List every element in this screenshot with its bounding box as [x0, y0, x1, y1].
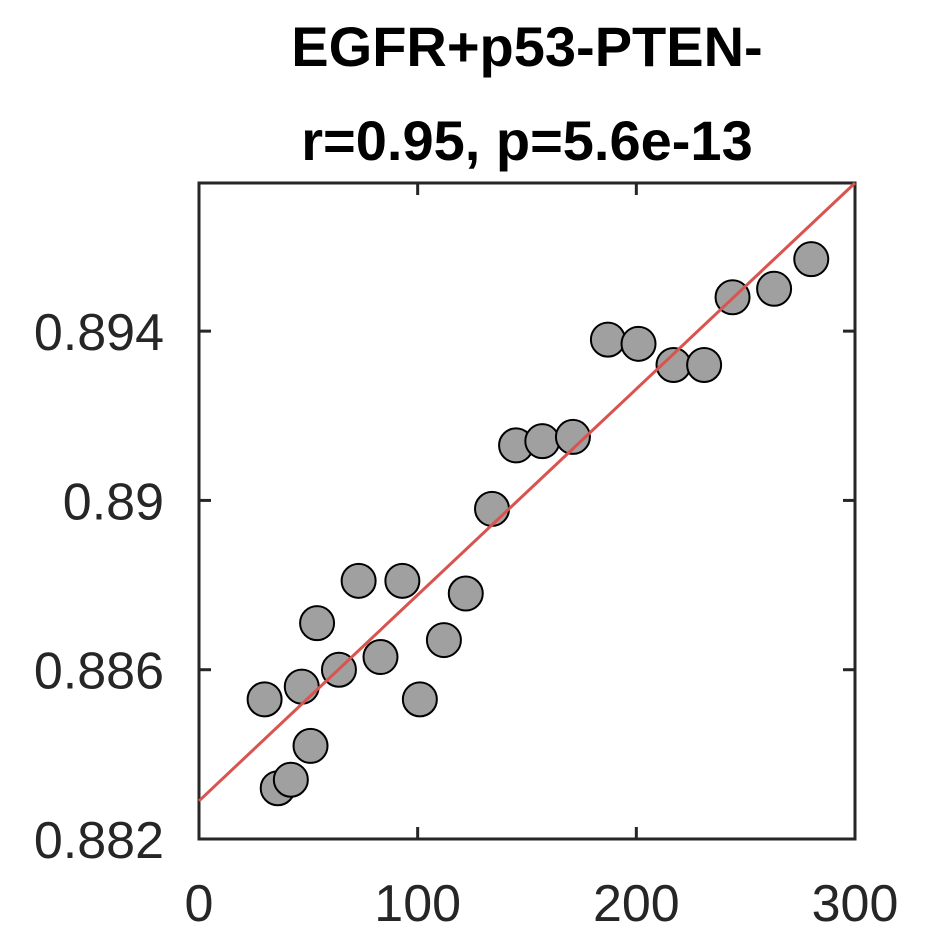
data-point [447, 575, 484, 612]
chart-title-line-1: EGFR+p53-PTEN- [291, 15, 762, 78]
data-point [474, 490, 511, 527]
data-point [283, 668, 320, 705]
data-point [793, 241, 830, 278]
axes-box [197, 181, 857, 841]
data-point [620, 325, 657, 362]
data-point [589, 321, 626, 358]
data-point [272, 761, 309, 798]
x-tick-label: 100 [374, 875, 461, 933]
data-point [554, 418, 591, 455]
data-point [425, 622, 462, 659]
data-point [756, 270, 793, 307]
x-tick-label: 200 [593, 875, 680, 933]
y-tick-label: 0.894 [34, 304, 164, 362]
data-point [299, 605, 336, 642]
regression-line [197, 181, 857, 803]
data-point [340, 562, 377, 599]
data-point [384, 562, 421, 599]
data-point [292, 727, 329, 764]
data-point [686, 346, 723, 383]
data-point [362, 639, 399, 676]
data-point [401, 681, 438, 718]
y-tick-label: 0.886 [34, 643, 164, 701]
x-tick-label: 0 [185, 875, 214, 933]
data-point [246, 681, 283, 718]
plot-area: 0 100 200 300 0.882 0.886 0.89 0.894 [34, 181, 899, 933]
x-tick-label: 300 [812, 875, 899, 933]
y-tick-label: 0.882 [34, 812, 164, 870]
data-point [524, 423, 561, 460]
y-tick-label: 0.89 [63, 473, 164, 531]
chart-title-line-2: r=0.95, p=5.6e-13 [301, 109, 752, 172]
